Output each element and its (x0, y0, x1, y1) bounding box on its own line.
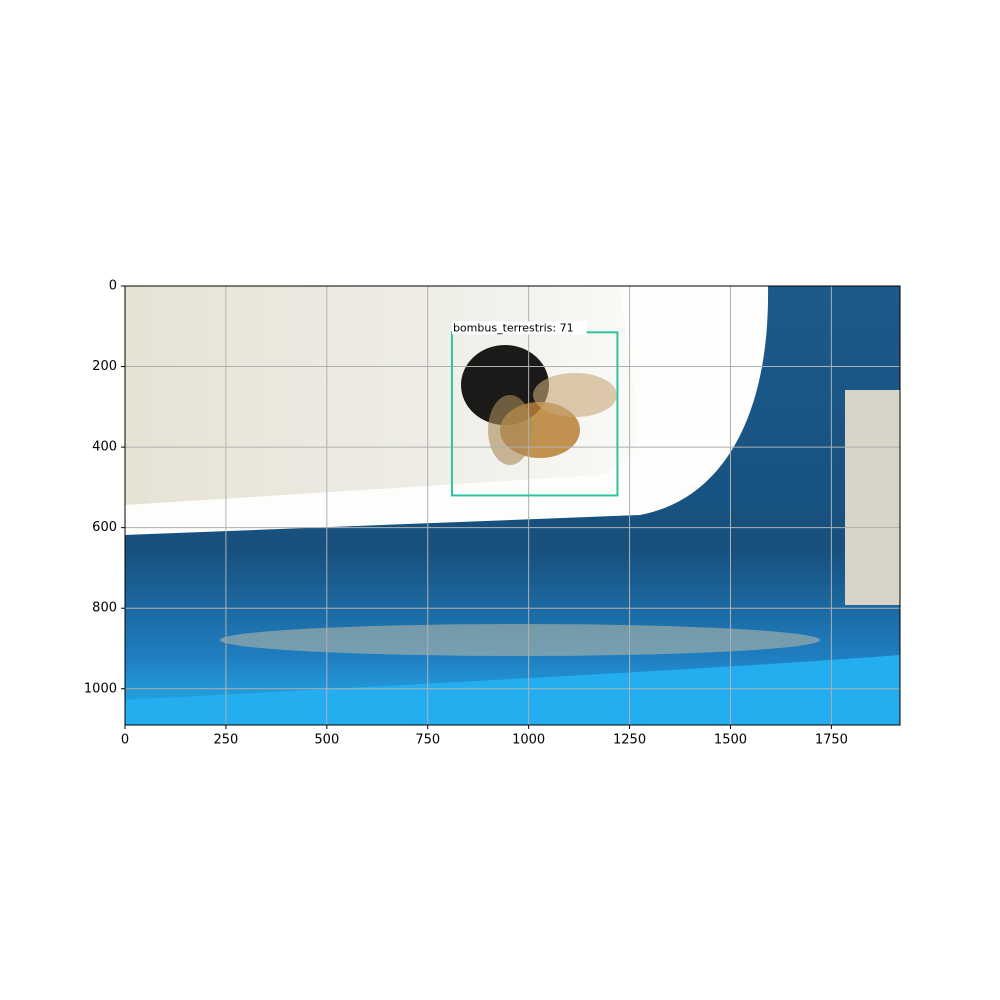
label-background (451, 321, 587, 335)
x-tick-label: 0 (121, 733, 129, 748)
x-tick-label: 1500 (714, 733, 747, 748)
x-tick-label: 250 (213, 733, 238, 748)
y-tick-label: 800 (92, 601, 117, 616)
x-tick-label: 1750 (815, 733, 848, 748)
y-tick-label: 1000 (84, 681, 117, 696)
y-tick-label: 200 (92, 359, 117, 374)
x-tick-label: 500 (314, 733, 339, 748)
box-label: bombus_terrestris: 71 (453, 321, 574, 334)
y-tick-label: 0 (109, 279, 117, 294)
x-tick-label: 1000 (512, 733, 545, 748)
y-tick-label: 600 (92, 520, 117, 535)
axes-frame (124, 285, 901, 726)
x-tick-label: 1250 (613, 733, 646, 748)
photo (125, 286, 900, 725)
y-tick-label: 400 (92, 440, 117, 455)
annotations: bombus_terrestris: 71 (450, 321, 619, 497)
x-tick-label: 750 (415, 733, 440, 748)
